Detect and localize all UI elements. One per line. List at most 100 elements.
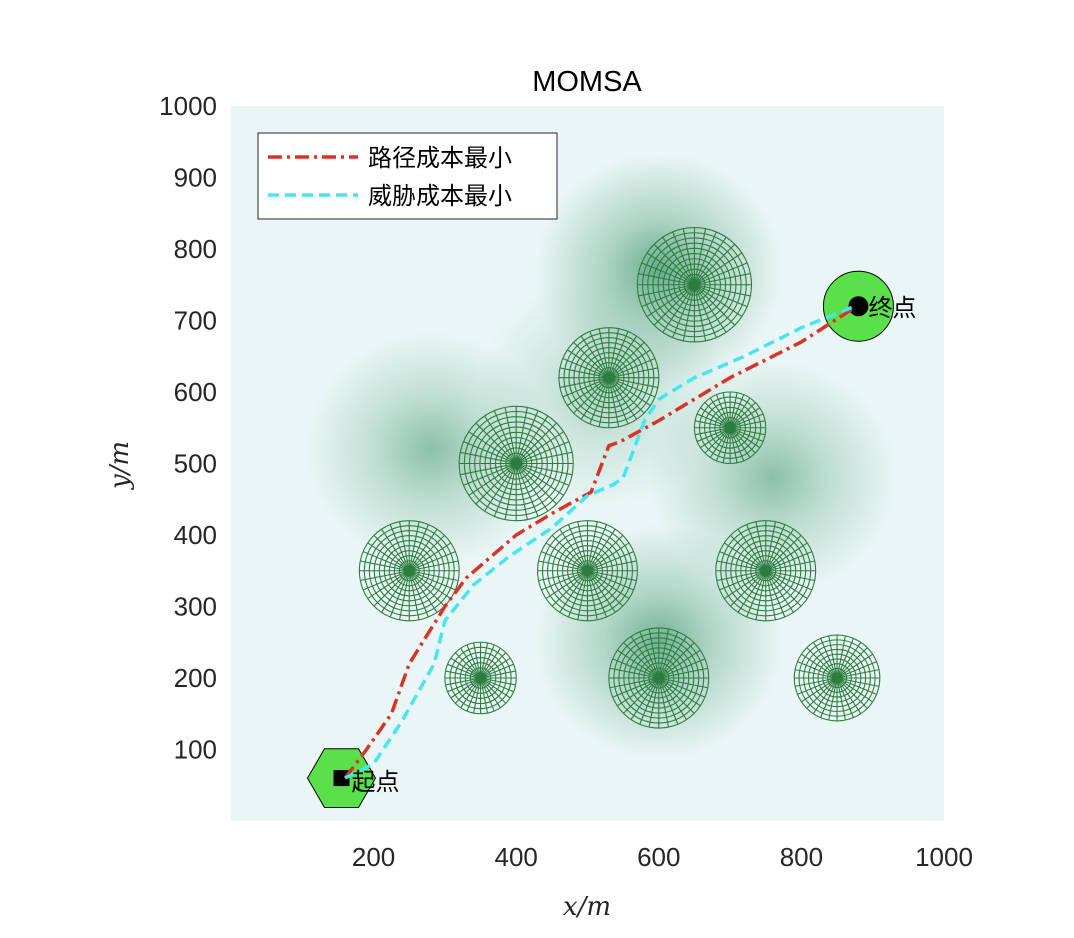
threat-spoke [630, 677, 660, 720]
threat-spoke [722, 427, 731, 463]
threat-spoke [806, 677, 838, 709]
threat-spoke [515, 407, 528, 464]
threat-spoke [694, 284, 751, 297]
threat-spoke [504, 463, 517, 520]
threat-spoke [608, 377, 645, 414]
threat-spoke [716, 560, 766, 572]
threat-center [583, 566, 592, 575]
threat-spoke [612, 677, 660, 698]
threat-spoke [381, 570, 410, 613]
threat-spoke [836, 677, 854, 718]
threat-spoke [460, 451, 517, 465]
threat-spoke [658, 677, 701, 707]
threat-spoke [658, 636, 687, 679]
threat-spoke [729, 427, 745, 461]
threat-spoke [480, 670, 516, 679]
threat-spoke [693, 284, 707, 341]
threat-spoke [493, 463, 517, 517]
threat-spoke [460, 677, 482, 709]
threat-spoke [587, 528, 616, 572]
threat-zone [444, 641, 517, 715]
threat-spoke [480, 677, 501, 709]
threat-spoke [608, 377, 656, 398]
threat-spoke [797, 661, 838, 679]
threat-spoke [577, 570, 589, 620]
threat-spoke [836, 677, 868, 709]
threat-spoke [812, 677, 838, 714]
threat-center [604, 373, 613, 382]
threat-spoke [463, 462, 517, 486]
threat-spoke [408, 528, 438, 572]
threat-spoke [586, 570, 608, 618]
threat-spoke [719, 570, 766, 591]
threat-spoke [559, 367, 609, 379]
threat-spoke [480, 647, 501, 679]
threat-spoke [463, 441, 517, 465]
threat-spoke [806, 647, 838, 679]
threat-spoke [516, 451, 573, 465]
threat-spoke [836, 677, 877, 695]
threat-spoke [480, 642, 489, 679]
threat-spoke [746, 524, 767, 571]
threat-spoke [765, 528, 794, 572]
threat-spoke [454, 677, 481, 704]
y-tick-label: 100 [174, 735, 217, 765]
threat-spoke [515, 415, 549, 464]
threat-spoke [658, 642, 695, 679]
threat-spoke [493, 410, 517, 464]
threat-spoke [608, 377, 638, 420]
y-tick-label: 900 [174, 163, 217, 193]
threat-spoke [515, 463, 557, 505]
threat-spoke [484, 463, 517, 512]
threat-spoke [729, 394, 745, 428]
threat-spoke [794, 677, 838, 687]
threat-spoke [480, 677, 489, 714]
legend-label-2: 威胁成本最小 [368, 182, 512, 210]
threat-spoke [609, 677, 659, 689]
threat-spoke [545, 542, 588, 572]
threat-center [512, 459, 521, 468]
threat-spoke [538, 570, 588, 582]
x-tick-label: 400 [495, 842, 538, 872]
threat-spoke [646, 284, 695, 317]
threat-spoke [480, 677, 511, 699]
threat-spoke [609, 667, 659, 679]
y-tick-label: 300 [174, 592, 217, 622]
threat-spoke [696, 427, 731, 442]
threat-zone [608, 627, 710, 729]
threat-spoke [653, 243, 695, 286]
threat-spoke [587, 560, 637, 572]
threat-spoke [587, 570, 637, 582]
threat-spoke [389, 570, 410, 618]
threat-spoke [608, 367, 658, 379]
threat-spoke [836, 635, 846, 679]
threat-spoke [408, 534, 445, 572]
threat-spoke [608, 377, 658, 389]
y-tick-label: 400 [174, 520, 217, 550]
threat-spoke [450, 657, 481, 679]
legend-box [257, 132, 558, 220]
threat-spoke [515, 431, 564, 464]
threat-spoke [722, 392, 731, 428]
threat-spoke [586, 524, 608, 571]
threat-spoke [704, 427, 731, 454]
threat-spoke [616, 649, 660, 679]
threat-spoke [765, 542, 808, 572]
threat-spoke [723, 570, 767, 600]
threat-spoke [409, 560, 459, 572]
threat-spoke [694, 262, 748, 286]
threat-spoke [729, 407, 761, 429]
threat-spoke [641, 262, 695, 286]
y-axis-label: y/m [105, 441, 135, 490]
threat-spoke [729, 427, 761, 449]
threat-spoke [573, 341, 610, 379]
threat-spoke [580, 335, 610, 379]
threat-spoke [567, 524, 589, 571]
threat-spoke [693, 284, 717, 338]
threat-spoke [567, 349, 610, 379]
threat-zone [793, 634, 881, 722]
threat-spoke [662, 236, 695, 286]
threat-spoke [409, 551, 456, 572]
threat-spoke [608, 349, 651, 379]
threat-spoke [608, 377, 651, 406]
